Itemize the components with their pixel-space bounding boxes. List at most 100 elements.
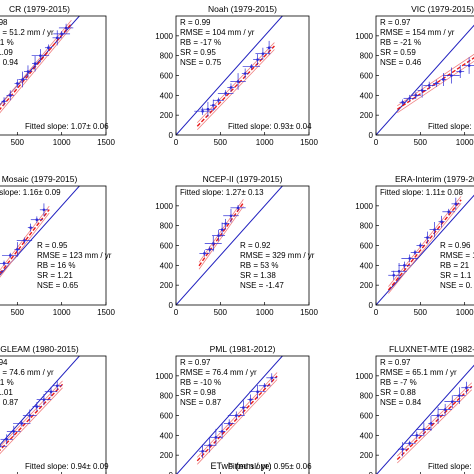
stat-line: NSE = 0.46 xyxy=(380,58,422,67)
axes-box xyxy=(0,15,107,136)
y-tick-label: 800 xyxy=(160,392,174,401)
data-point xyxy=(39,203,49,217)
data-point xyxy=(266,40,272,55)
stat-line: RMSE = 123 mm / yr xyxy=(37,251,112,260)
data-point xyxy=(200,101,216,117)
panel-title: Mosaic (1979-2015) xyxy=(2,174,78,184)
data-point xyxy=(391,263,407,280)
panel-title: NCEP-II (1979-2015) xyxy=(203,174,283,184)
data-point xyxy=(417,83,427,98)
panel-title: Noah (1979-2015) xyxy=(208,4,277,14)
y-tick-label: 600 xyxy=(360,242,374,251)
one-to-one-line xyxy=(0,186,81,276)
data-point xyxy=(0,434,13,445)
x-tick-label: 500 xyxy=(11,308,25,317)
panel-title: FLUXNET-MTE (1982-2011) xyxy=(389,344,474,354)
data-point xyxy=(431,407,445,424)
data-point xyxy=(218,424,226,439)
y-tick-label: 0 xyxy=(369,471,374,474)
data-point xyxy=(410,92,421,99)
data-point xyxy=(218,222,226,237)
data-point xyxy=(410,431,424,440)
data-point xyxy=(401,254,418,263)
stat-line: RB = -1 % xyxy=(0,38,14,47)
data-point xyxy=(410,249,420,256)
one-to-one-line xyxy=(176,356,284,474)
stat-line: R = 0.99 xyxy=(180,18,211,27)
data-point xyxy=(438,215,445,228)
data-point xyxy=(24,65,32,78)
fit-lower-bound xyxy=(0,387,63,455)
stat-line: SR = 1.21 xyxy=(37,271,73,280)
stat-line: R = 0.94 xyxy=(0,358,8,367)
y-tick-label: 200 xyxy=(160,451,174,460)
chart-panel: 05001000150002004006008001000ERA-Interim… xyxy=(355,174,474,317)
panel-title: PML (1981-2012) xyxy=(210,344,276,354)
y-tick-label: 400 xyxy=(160,261,174,270)
stat-line: SR = 0.88 xyxy=(380,388,416,397)
x-tick-label: 1000 xyxy=(256,308,274,317)
chart-panel: 05001000150002004006008001000FLUXNET-MTE… xyxy=(355,344,474,474)
stat-line: SR = 0.95 xyxy=(180,48,216,57)
data-point xyxy=(212,229,226,242)
one-to-one-line xyxy=(176,186,284,305)
x-tick-label: 0 xyxy=(374,308,379,317)
slope-annotation: Fitted slope: 1.27± 0.13 xyxy=(180,188,264,197)
y-tick-label: 800 xyxy=(360,222,374,231)
data-point xyxy=(451,197,461,210)
chart-panel: 050010001500CR (1979-2015)R = 0.98RMSE =… xyxy=(0,4,115,147)
y-tick-label: 600 xyxy=(360,72,374,81)
fit-lower-bound xyxy=(388,203,462,294)
chart-panel: 05001000150002004006008001000VIC (1979-2… xyxy=(355,4,474,147)
stat-line: RMSE = 76.4 mm / yr xyxy=(180,368,257,377)
slope-annotation: Fitted slope: 1.16± 0.09 xyxy=(0,188,61,197)
stat-line: NSE = 0.87 xyxy=(0,398,19,407)
data-point xyxy=(58,23,74,33)
data-point xyxy=(227,411,245,420)
stat-line: RB = 16 % xyxy=(37,261,75,270)
data-point xyxy=(230,73,246,90)
panel-title: ERA-Interim (1979-2015) xyxy=(395,174,474,184)
panel-title: VIC (1979-2015) xyxy=(411,4,474,14)
fitted-line xyxy=(396,56,474,110)
slope-annotation: Fitted slope: 0.93± 0.04 xyxy=(228,122,312,131)
one-to-one-line xyxy=(0,356,81,446)
slope-annotation: Fitted slope: 0.94± 0.09 xyxy=(25,462,109,471)
y-tick-label: 1000 xyxy=(355,32,373,41)
fit-lower-bound xyxy=(196,49,275,131)
x-tick-label: 1000 xyxy=(256,138,274,147)
data-point xyxy=(258,383,271,389)
data-point xyxy=(18,71,27,88)
x-tick-label: 1500 xyxy=(97,138,115,147)
data-point xyxy=(27,223,34,232)
data-point xyxy=(14,79,21,88)
data-point xyxy=(255,47,271,60)
panel-title: CR (1979-2015) xyxy=(9,4,70,14)
stat-line: RB = 21 xyxy=(440,261,470,270)
stat-line: RMSE = 74.6 mm / yr xyxy=(0,368,54,377)
y-tick-label: 0 xyxy=(169,301,174,310)
data-point xyxy=(198,444,207,459)
x-tick-label: 1000 xyxy=(53,138,71,147)
fit-upper-bound xyxy=(198,199,244,263)
x-tick-label: 500 xyxy=(414,138,428,147)
y-tick-label: 200 xyxy=(160,111,174,120)
data-point xyxy=(397,442,408,457)
chart-panel: 0 500 1000 1500 0 200 400 600 800 1000 Noah (1979-… xyxy=(155,4,318,147)
y-tick-label: 0 xyxy=(169,471,174,474)
y-tick-label: 800 xyxy=(160,222,174,231)
one-to-one-line xyxy=(0,16,81,106)
panel-title: GLEAM (1980-2015) xyxy=(0,344,79,354)
stat-line: SR = 1.1 xyxy=(440,271,472,280)
x-tick-label: 1500 xyxy=(97,308,115,317)
data-point xyxy=(415,422,432,437)
data-point xyxy=(432,79,440,88)
y-tick-label: 800 xyxy=(160,52,174,61)
x-tick-label: 0 xyxy=(174,308,179,317)
data-point xyxy=(438,403,452,416)
x-tick-label: 0 xyxy=(374,138,379,147)
fit-lower-bound xyxy=(397,60,474,114)
data-point xyxy=(209,428,223,446)
data-point xyxy=(463,57,474,74)
data-point xyxy=(53,31,71,37)
